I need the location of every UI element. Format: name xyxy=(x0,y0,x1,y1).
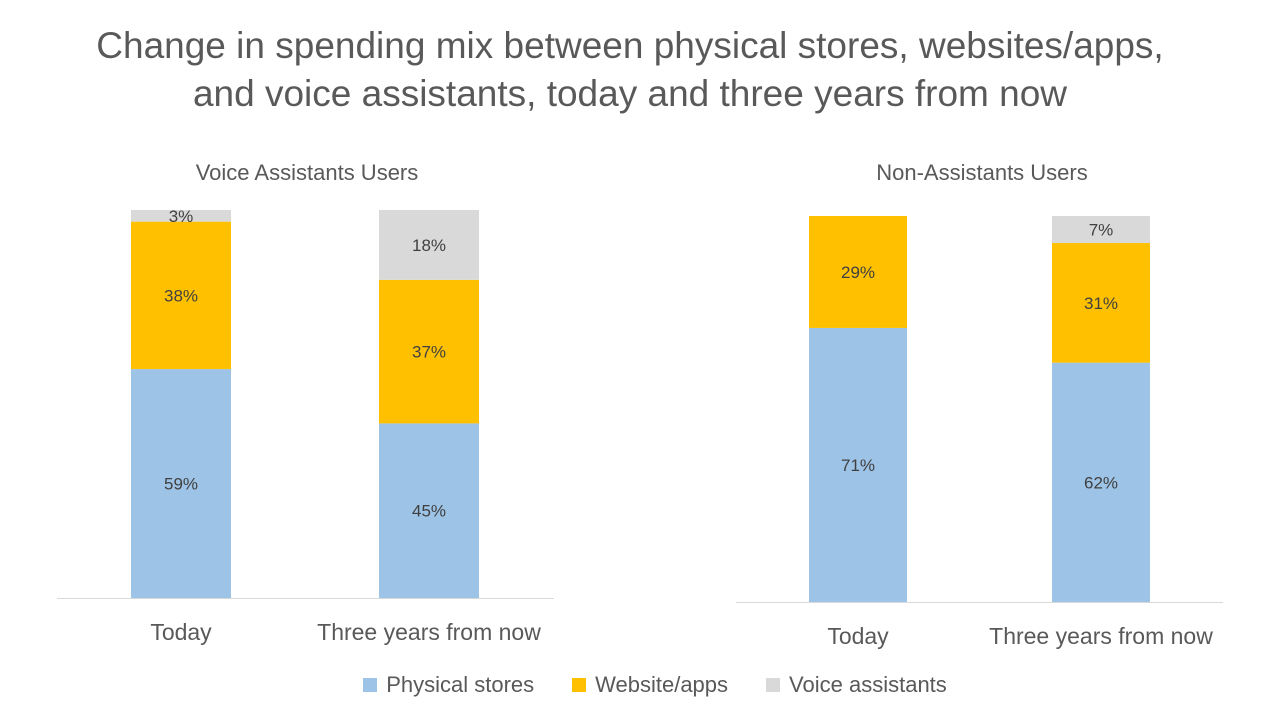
legend-swatch-website-apps xyxy=(572,678,587,692)
legend-swatch-physical-stores xyxy=(363,678,378,692)
panel-2-bar-three-years-voice-assistants xyxy=(1052,216,1150,244)
legend-label-website-apps: Website/apps xyxy=(595,672,729,697)
panel-2-title: Non-Assistants Users xyxy=(876,160,1088,185)
panel-1-bar-today-physical-stores xyxy=(131,369,231,598)
panel-2-bar-three-years-website-apps xyxy=(1052,243,1150,363)
panel-1-bar-today-website-apps xyxy=(131,221,231,370)
chart-title: Change in spending mix between physical … xyxy=(0,22,1260,118)
legend-item-website-apps: Website/apps xyxy=(572,672,728,698)
panel-2-category-label-today: Today xyxy=(827,623,889,649)
panel-1-data-label-three-years-physical-stores: 45% xyxy=(412,502,446,521)
panel-1-data-label-three-years-voice-assistants: 18% xyxy=(412,236,446,255)
panel-1-bar-today-voice-assistants xyxy=(131,210,231,222)
panel-1-data-label-today-website-apps: 38% xyxy=(164,286,198,305)
panel-1-title: Voice Assistants Users xyxy=(196,160,419,185)
legend-label-physical-stores: Physical stores xyxy=(386,672,535,697)
legend-swatch-voice-assistants xyxy=(766,678,781,692)
legend-item-voice-assistants: Voice assistants xyxy=(766,672,947,698)
panel-1-category-label-three-years: Three years from now xyxy=(317,619,541,645)
panel-2-bar-three-years-physical-stores xyxy=(1052,362,1150,602)
panel-1-data-label-today-physical-stores: 59% xyxy=(164,475,198,494)
panel-1-data-label-three-years-website-apps: 37% xyxy=(412,343,446,362)
legend: Physical stores Website/apps Voice assis… xyxy=(0,672,1280,698)
panel-2-bar-today-website-apps xyxy=(809,216,907,328)
panel-2-data-label-today-physical-stores: 71% xyxy=(841,456,875,475)
panel-2-data-label-three-years-website-apps: 31% xyxy=(1084,294,1118,313)
panel-2-data-label-three-years-voice-assistants: 7% xyxy=(1089,221,1114,240)
legend-item-physical-stores: Physical stores xyxy=(363,672,534,698)
panel-1-bar-three-years-physical-stores xyxy=(379,423,479,598)
legend-label-voice-assistants: Voice assistants xyxy=(789,672,947,697)
chart-title-line-1: Change in spending mix between physical … xyxy=(96,25,1164,66)
chart-title-line-2: and voice assistants, today and three ye… xyxy=(192,73,1068,114)
panel-1-bar-three-years-voice-assistants xyxy=(379,210,479,280)
panel-2-bar-today-physical-stores xyxy=(809,327,907,602)
panel-2-data-label-three-years-physical-stores: 62% xyxy=(1084,473,1118,492)
panel-2-category-label-three-years: Three years from now xyxy=(989,623,1213,649)
panel-1-category-label-today: Today xyxy=(150,619,212,645)
panel-2-data-label-today-website-apps: 29% xyxy=(841,263,875,282)
panel-1-bar-three-years-website-apps xyxy=(379,279,479,424)
panel-1-data-label-today-voice-assistants: 3% xyxy=(169,207,194,226)
